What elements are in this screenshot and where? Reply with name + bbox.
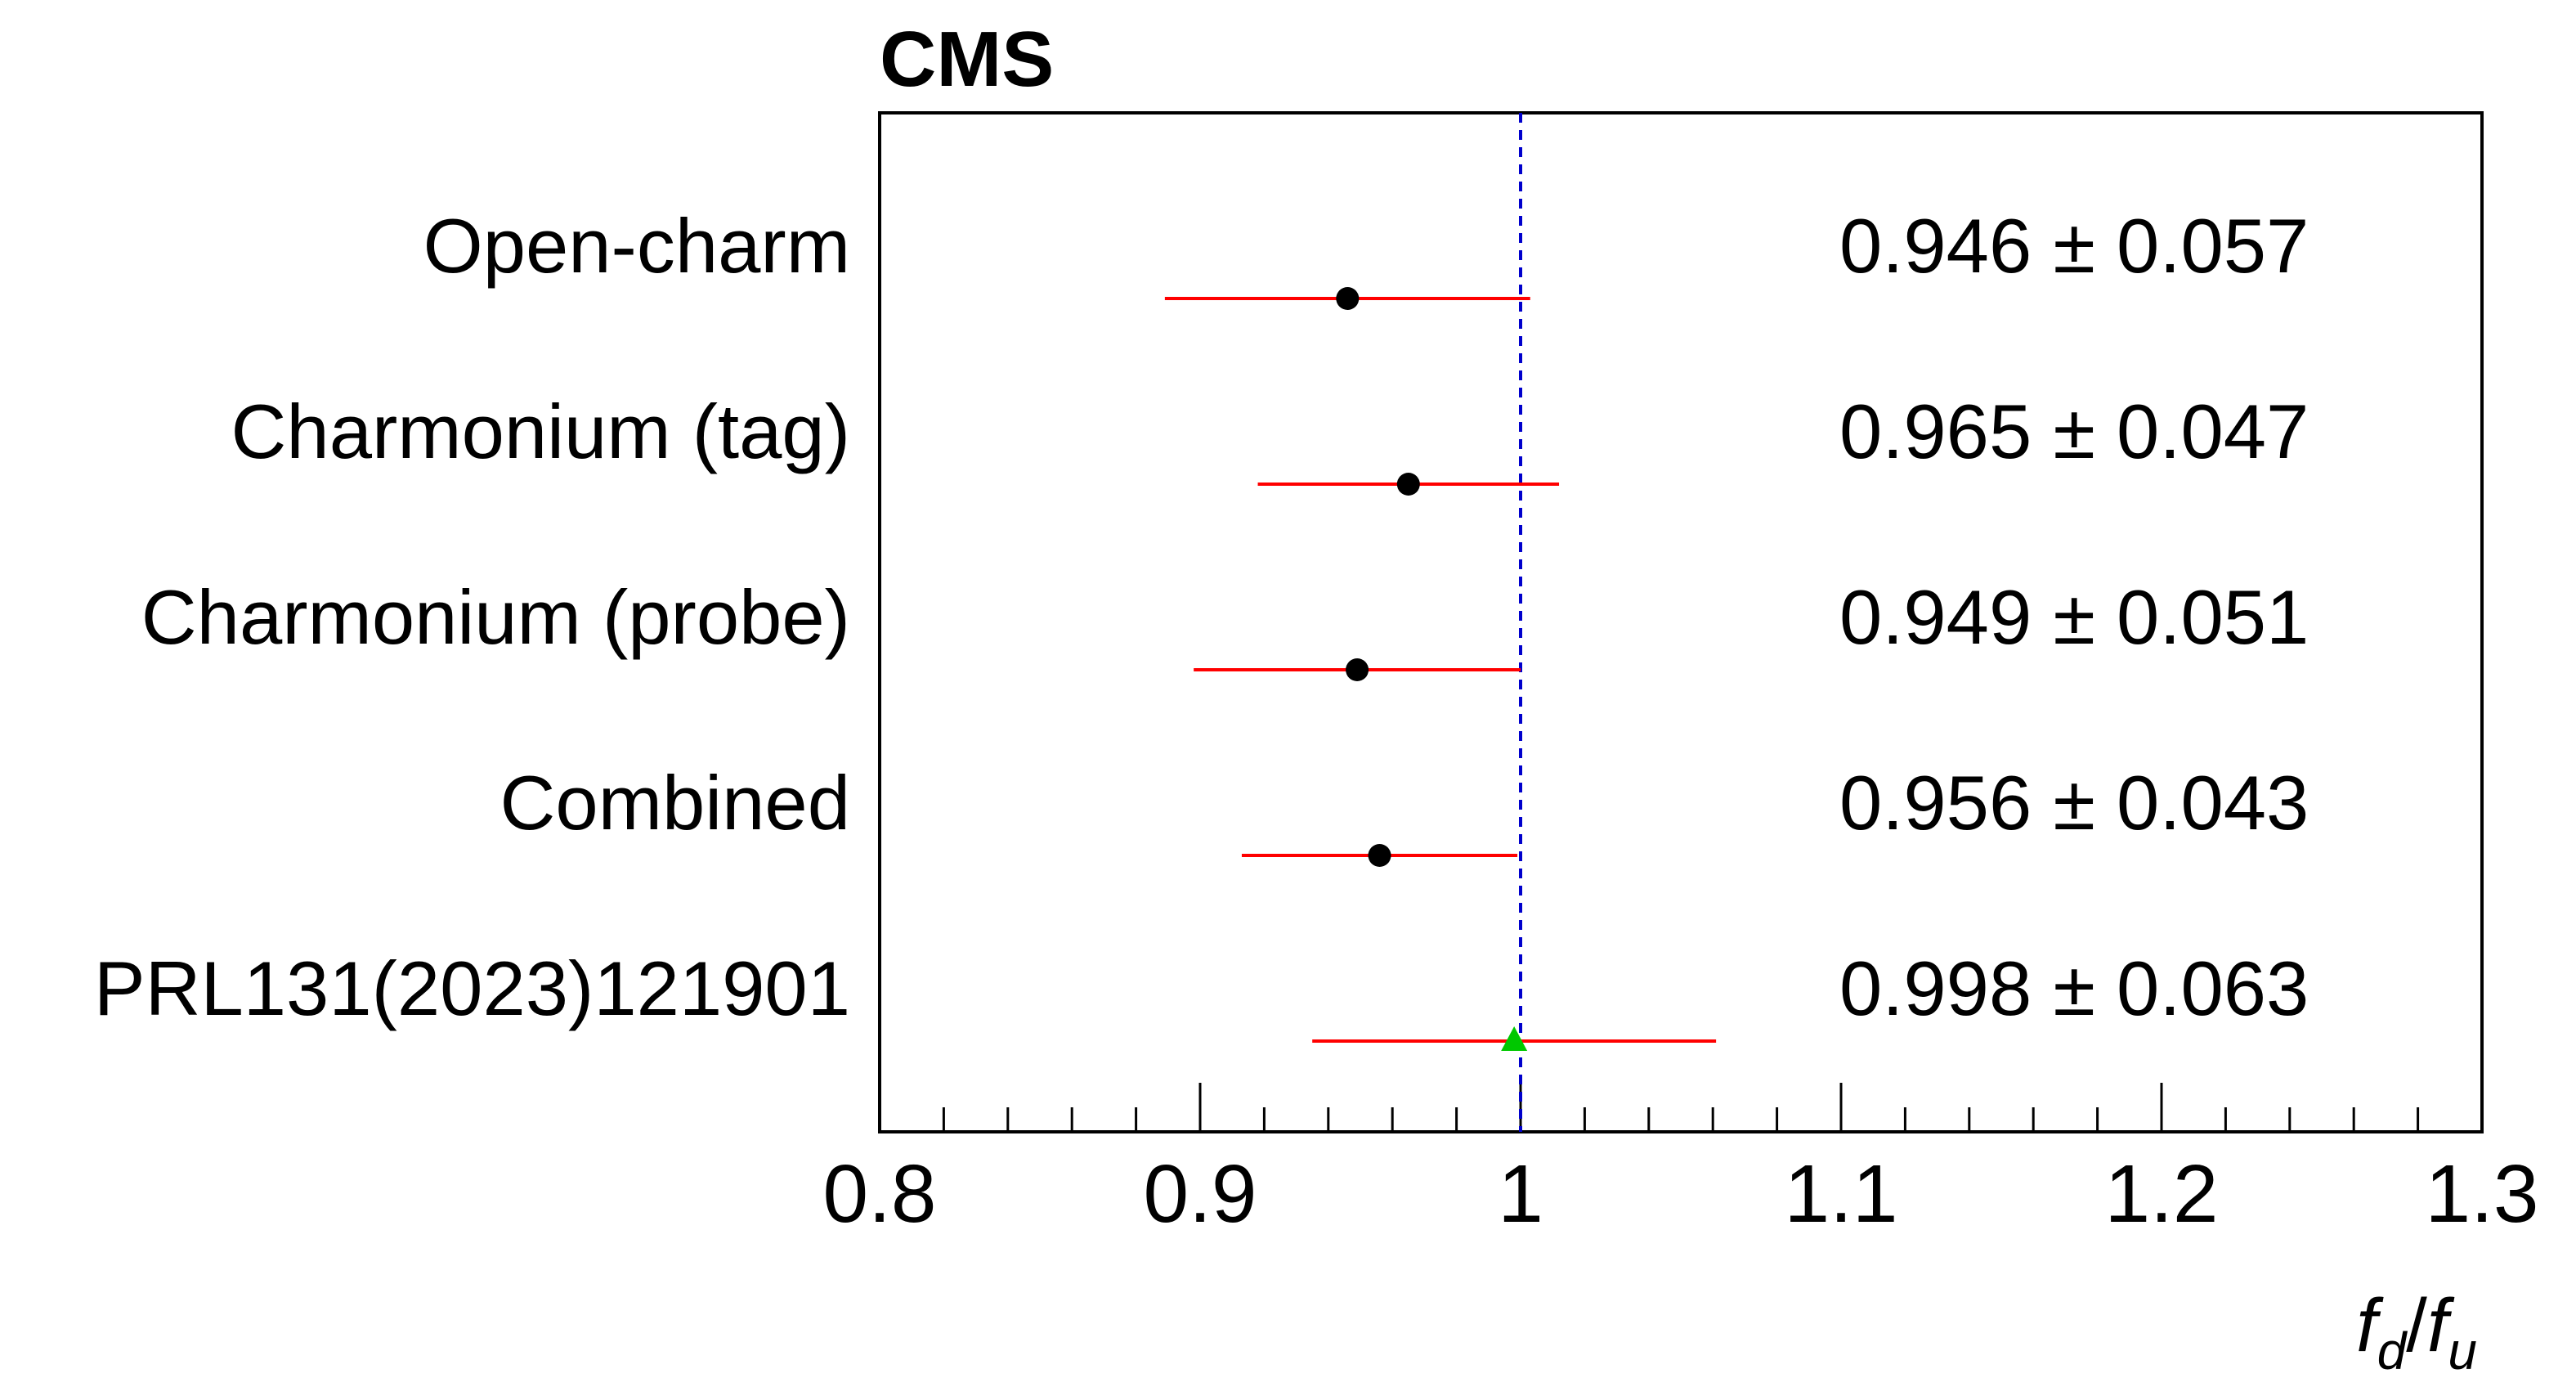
x-tick-label: 1 bbox=[1498, 1148, 1543, 1240]
value-annotation: 0.949 ± 0.051 bbox=[1839, 574, 2309, 660]
x-tick-label: 1.2 bbox=[2104, 1148, 2218, 1240]
row-label: Open-charm bbox=[423, 203, 850, 289]
point-marker bbox=[1346, 658, 1369, 681]
point-marker bbox=[1368, 844, 1391, 867]
value-annotation: 0.956 ± 0.043 bbox=[1839, 760, 2309, 846]
x-tick-label: 0.8 bbox=[822, 1148, 936, 1240]
row-label: Combined bbox=[500, 760, 850, 846]
x-axis-label-slash: / bbox=[2406, 1284, 2427, 1367]
row-label: PRL131(2023)121901 bbox=[94, 945, 850, 1031]
x-axis-ticks bbox=[878, 1083, 2484, 1132]
measurement-row: Charmonium (probe) 0.949 ± 0.051 bbox=[141, 574, 2309, 681]
value-annotation: 0.965 ± 0.047 bbox=[1839, 388, 2309, 474]
plot-frame bbox=[878, 111, 2484, 1133]
measurement-row: Charmonium (tag) 0.965 ± 0.047 bbox=[231, 388, 2309, 496]
x-tick-label: 1.3 bbox=[2425, 1148, 2538, 1240]
x-axis-tick-labels: 0.8 0.9 1 1.1 1.2 1.3 bbox=[822, 1148, 2538, 1240]
row-label: Charmonium (tag) bbox=[231, 388, 850, 474]
triangle-marker bbox=[1501, 1026, 1528, 1051]
measurement-row: Combined 0.956 ± 0.043 bbox=[500, 760, 2309, 867]
row-label: Charmonium (probe) bbox=[141, 574, 850, 660]
point-marker bbox=[1396, 473, 1420, 496]
x-axis-label: fd/fu bbox=[2356, 1284, 2477, 1380]
value-annotation: 0.946 ± 0.057 bbox=[1839, 203, 2309, 289]
x-axis-label-sub1: d bbox=[2377, 1322, 2408, 1380]
x-tick-label: 0.9 bbox=[1143, 1148, 1257, 1240]
measurement-row: Open-charm 0.946 ± 0.057 bbox=[423, 203, 2309, 310]
measurement-rows: Open-charm 0.946 ± 0.057 Charmonium (tag) 0… bbox=[94, 203, 2309, 1051]
chart-title: CMS bbox=[880, 16, 1054, 103]
point-marker bbox=[1336, 287, 1360, 310]
value-annotation: 0.998 ± 0.063 bbox=[1839, 945, 2309, 1031]
measurement-row: PRL131(2023)121901 0.998 ± 0.063 bbox=[94, 945, 2309, 1051]
x-tick-label: 1.1 bbox=[1784, 1148, 1897, 1240]
x-axis-label-sub2: u bbox=[2448, 1322, 2477, 1380]
